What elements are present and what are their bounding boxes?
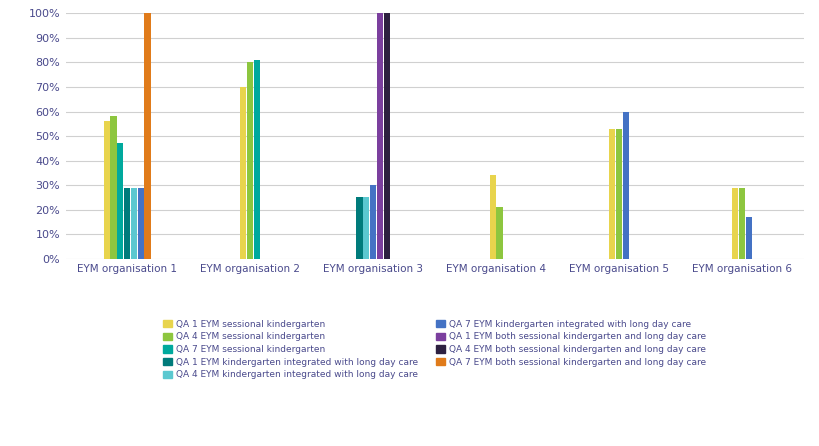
- Bar: [495, 207, 502, 259]
- Bar: [731, 187, 738, 259]
- Bar: [356, 197, 362, 259]
- Bar: [130, 187, 137, 259]
- Bar: [609, 129, 615, 259]
- Bar: [622, 112, 628, 259]
- Bar: [144, 13, 151, 259]
- Bar: [615, 129, 622, 259]
- Bar: [253, 60, 260, 259]
- Bar: [117, 144, 124, 259]
- Bar: [124, 187, 130, 259]
- Bar: [111, 116, 116, 259]
- Bar: [363, 197, 369, 259]
- Bar: [489, 175, 495, 259]
- Bar: [247, 62, 253, 259]
- Bar: [738, 187, 744, 259]
- Bar: [369, 185, 376, 259]
- Bar: [240, 87, 247, 259]
- Bar: [376, 13, 382, 259]
- Bar: [103, 121, 110, 259]
- Bar: [383, 13, 389, 259]
- Legend: QA 1 EYM sessional kindergarten, QA 4 EYM sessional kindergarten, QA 7 EYM sessi: QA 1 EYM sessional kindergarten, QA 4 EY…: [161, 317, 708, 382]
- Bar: [138, 187, 143, 259]
- Bar: [744, 217, 751, 259]
